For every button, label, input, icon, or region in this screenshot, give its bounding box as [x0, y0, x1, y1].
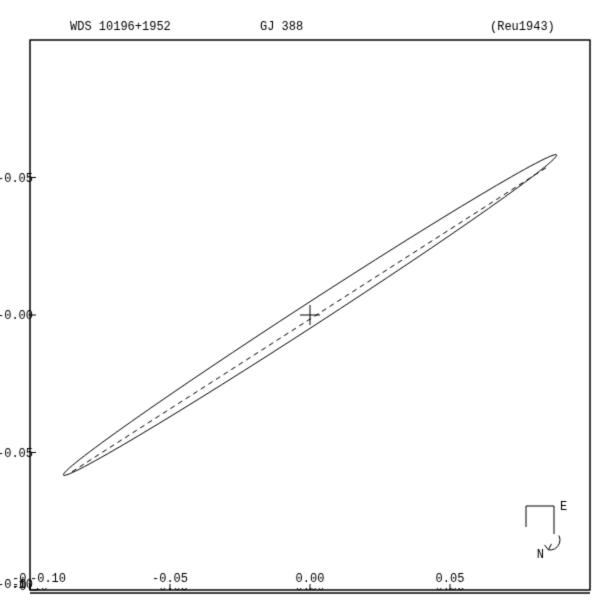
orbit-plot — [0, 0, 600, 600]
